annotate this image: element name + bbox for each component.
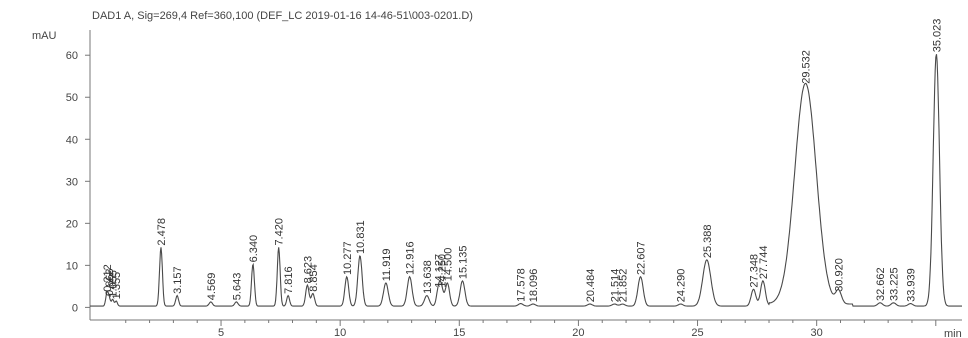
y-tick-label: 30 [66, 176, 78, 188]
peak-retention-label: 30.920 [834, 258, 846, 292]
x-tick-label: 20 [572, 327, 584, 338]
peak-retention-label: 7.420 [274, 218, 286, 246]
peak-retention-label: 17.578 [516, 268, 528, 302]
y-tick-label: 60 [66, 50, 78, 62]
x-tick-label: 25 [691, 327, 703, 338]
y-tick-label: 40 [66, 134, 78, 146]
peak-retention-label: 3.157 [172, 266, 184, 294]
x-tick-label: 10 [334, 327, 346, 338]
x-axis-label: min [944, 328, 962, 338]
peak-retention-label: 27.348 [748, 254, 760, 288]
peak-retention-label: 7.816 [283, 266, 295, 294]
peak-retention-label: 14.127 [433, 254, 445, 288]
y-tick-label: 0 [72, 302, 78, 314]
peak-retention-label: 10.277 [342, 241, 354, 275]
chromatogram-trace [90, 54, 962, 307]
x-tick-label: 15 [453, 327, 465, 338]
peak-retention-label: 0.212 [102, 264, 114, 292]
peak-retention-label: 13.638 [422, 260, 434, 294]
peak-retention-label: 33.939 [906, 268, 918, 302]
peak-retention-label: 8.854 [308, 264, 320, 292]
peak-retention-label: 32.662 [875, 267, 887, 301]
peak-retention-label: 21.852 [618, 269, 630, 303]
peak-retention-label: 14.250 [436, 254, 448, 288]
peak-retention-label: 20.484 [585, 269, 597, 303]
peak-retention-label: 35.023 [931, 19, 943, 53]
peak-retention-label: 33.225 [889, 267, 901, 301]
peak-retention-label: 15.135 [458, 246, 470, 280]
peak-retention-label: 12.916 [405, 241, 417, 275]
peak-retention-label: 2.478 [156, 218, 168, 246]
peak-retention-label: 29.532 [801, 50, 813, 84]
y-tick-label: 10 [66, 260, 78, 272]
y-tick-label: 50 [66, 92, 78, 104]
peak-retention-label: 5.643 [231, 273, 243, 301]
peak-retention-label: 14.500 [442, 248, 454, 282]
y-axis-label: mAU [32, 30, 57, 42]
peak-retention-label: 0.863 [104, 268, 116, 296]
peak-retention-label: 4.569 [206, 273, 218, 301]
peak-retention-label: 11.919 [381, 248, 393, 281]
peak-retention-label: 8.623 [302, 256, 314, 284]
y-tick-label: 20 [66, 218, 78, 230]
peak-retention-label: 1.055 [108, 270, 120, 298]
peak-retention-label: 24.290 [676, 269, 688, 303]
peak-retention-label: 27.744 [758, 246, 770, 280]
peak-retention-label: 1.355 [111, 272, 123, 300]
axes: 0 10 20 30 40 50 60 5 10 15 20 25 30 [66, 30, 962, 338]
peak-retention-label: 22.607 [636, 241, 648, 275]
peak-retention-label: 6.340 [248, 235, 260, 263]
chart-title: DAD1 A, Sig=269,4 Ref=360,100 (DEF_LC 20… [92, 10, 473, 22]
peak-retention-label: 25.388 [702, 225, 714, 259]
peak-retention-label: 10.831 [355, 220, 367, 254]
signal-line [90, 54, 962, 307]
peak-retention-label: 21.514 [609, 269, 621, 303]
x-tick-label: 5 [218, 327, 224, 338]
peak-retention-label: 18.096 [528, 269, 540, 303]
x-tick-label: 30 [811, 327, 823, 338]
